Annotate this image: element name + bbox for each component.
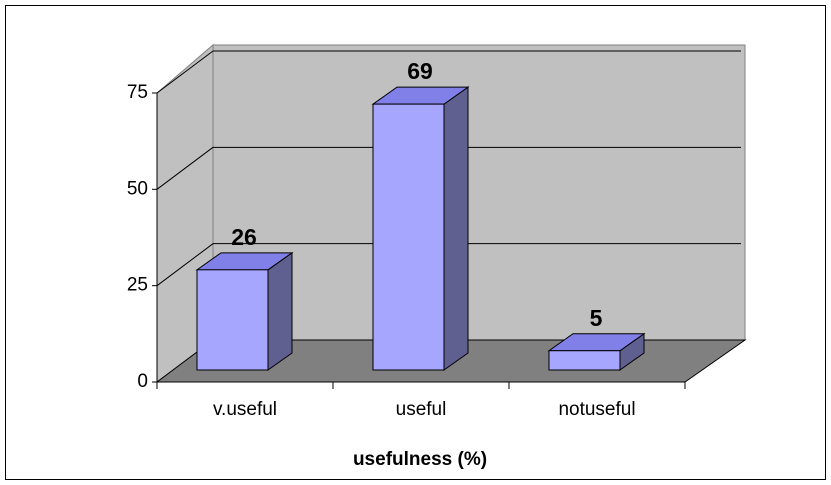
- x-tick-label: useful: [396, 399, 447, 420]
- grid-line: [156, 146, 214, 190]
- x-tick-label: notuseful: [558, 399, 635, 420]
- bar: [196, 269, 269, 371]
- y-tick-label: 75: [127, 82, 148, 103]
- data-label: 69: [407, 58, 433, 84]
- y-tick-label: 25: [127, 275, 148, 296]
- data-label: 5: [590, 305, 603, 331]
- y-tick-label: 0: [137, 371, 148, 392]
- bar-side: [267, 251, 293, 371]
- bar: [372, 103, 445, 371]
- grid-line: [156, 243, 214, 287]
- back-wall: [212, 44, 746, 341]
- x-tick-label: v.useful: [213, 399, 277, 420]
- bar-side: [443, 86, 469, 371]
- grid-line: [156, 50, 214, 94]
- data-label: 26: [231, 224, 257, 250]
- bar: [548, 350, 621, 371]
- y-tick-label: 50: [127, 178, 148, 199]
- x-axis-title: usefulness (%): [353, 449, 487, 470]
